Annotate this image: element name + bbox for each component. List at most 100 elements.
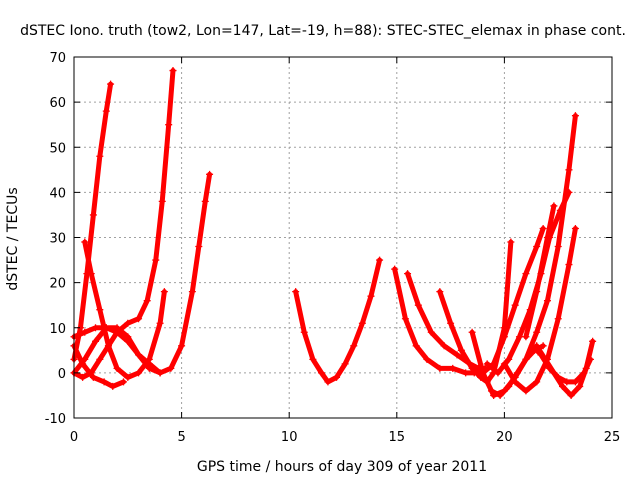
data-point — [513, 369, 521, 377]
series-line — [437, 239, 514, 385]
data-point — [104, 342, 112, 350]
data-point — [165, 121, 173, 129]
data-point — [479, 369, 487, 377]
data-point — [449, 364, 457, 372]
data-point — [317, 369, 325, 377]
data-point — [533, 378, 541, 386]
series-arc5 — [81, 238, 168, 381]
data-point — [156, 319, 164, 327]
data-point — [113, 328, 121, 336]
y-tick-label: 50 — [49, 141, 66, 156]
data-point — [468, 364, 476, 372]
data-point — [143, 297, 151, 305]
series-line — [71, 343, 126, 389]
data-point — [571, 224, 579, 232]
data-point — [436, 288, 444, 296]
x-tick-label: 0 — [70, 430, 78, 445]
data-point — [533, 243, 541, 251]
data-point — [358, 319, 366, 327]
data-point — [539, 342, 547, 350]
series-line — [293, 257, 383, 385]
series-arc11 — [468, 112, 579, 399]
data-point — [81, 238, 89, 246]
data-point — [522, 387, 530, 395]
data-point — [559, 382, 567, 390]
data-point — [423, 355, 431, 363]
data-point — [505, 355, 513, 363]
data-point — [167, 364, 175, 372]
series-arc9 — [404, 270, 489, 372]
data-point — [89, 373, 97, 381]
data-point — [135, 369, 143, 377]
data-point — [124, 373, 132, 381]
data-point — [169, 67, 177, 75]
data-point — [533, 328, 541, 336]
series-arc1 — [70, 80, 115, 363]
data-point — [556, 206, 564, 214]
y-tick-label: 40 — [49, 186, 66, 201]
data-point — [496, 391, 504, 399]
data-point — [309, 355, 317, 363]
data-point — [79, 373, 87, 381]
data-point — [500, 360, 508, 368]
series-line — [82, 239, 167, 380]
y-tick-label: 30 — [49, 232, 66, 247]
data-point — [487, 387, 495, 395]
y-tick-label: 70 — [49, 51, 66, 66]
data-point — [206, 170, 214, 178]
chart-title: dSTEC Iono. truth (tow2, Lon=147, Lat=-1… — [20, 23, 626, 39]
data-point — [554, 315, 562, 323]
data-point — [500, 333, 508, 341]
data-point — [89, 211, 97, 219]
x-tick-label: 10 — [281, 430, 298, 445]
y-tick-label: 0 — [58, 367, 66, 382]
data-point — [160, 288, 168, 296]
data-point — [457, 346, 465, 354]
data-point — [124, 319, 132, 327]
data-point — [401, 315, 409, 323]
data-point — [124, 337, 132, 345]
data-point — [539, 224, 547, 232]
data-point — [505, 382, 513, 390]
data-point — [541, 355, 549, 363]
data-point — [292, 288, 300, 296]
y-tick-label: 60 — [49, 96, 66, 111]
x-tick-label: 15 — [389, 430, 406, 445]
data-point — [376, 256, 384, 264]
data-point — [494, 369, 502, 377]
data-point — [109, 382, 117, 390]
data-point — [522, 270, 530, 278]
data-point — [81, 328, 89, 336]
x-tick-label: 20 — [496, 430, 513, 445]
data-point — [156, 369, 164, 377]
data-point — [571, 112, 579, 120]
data-point — [533, 288, 541, 296]
data-point — [96, 152, 104, 160]
data-point — [440, 342, 448, 350]
y-tick-label: 20 — [49, 277, 66, 292]
data-point — [576, 382, 584, 390]
data-point — [158, 197, 166, 205]
data-point — [152, 256, 160, 264]
series-line — [469, 113, 578, 398]
data-point — [195, 243, 203, 251]
data-point — [462, 369, 470, 377]
data-point — [119, 378, 127, 386]
data-point — [367, 292, 375, 300]
data-point — [427, 328, 435, 336]
data-point — [563, 378, 571, 386]
y-tick-label: 10 — [49, 322, 66, 337]
data-point — [92, 337, 100, 345]
data-point — [107, 80, 115, 88]
data-point — [201, 197, 209, 205]
data-point — [300, 328, 308, 336]
data-point — [550, 369, 558, 377]
data-point — [188, 288, 196, 296]
data-point — [483, 360, 491, 368]
data-point — [341, 360, 349, 368]
data-point — [565, 261, 573, 269]
x-tick-label: 25 — [604, 430, 621, 445]
data-point — [92, 324, 100, 332]
data-point — [453, 351, 461, 359]
